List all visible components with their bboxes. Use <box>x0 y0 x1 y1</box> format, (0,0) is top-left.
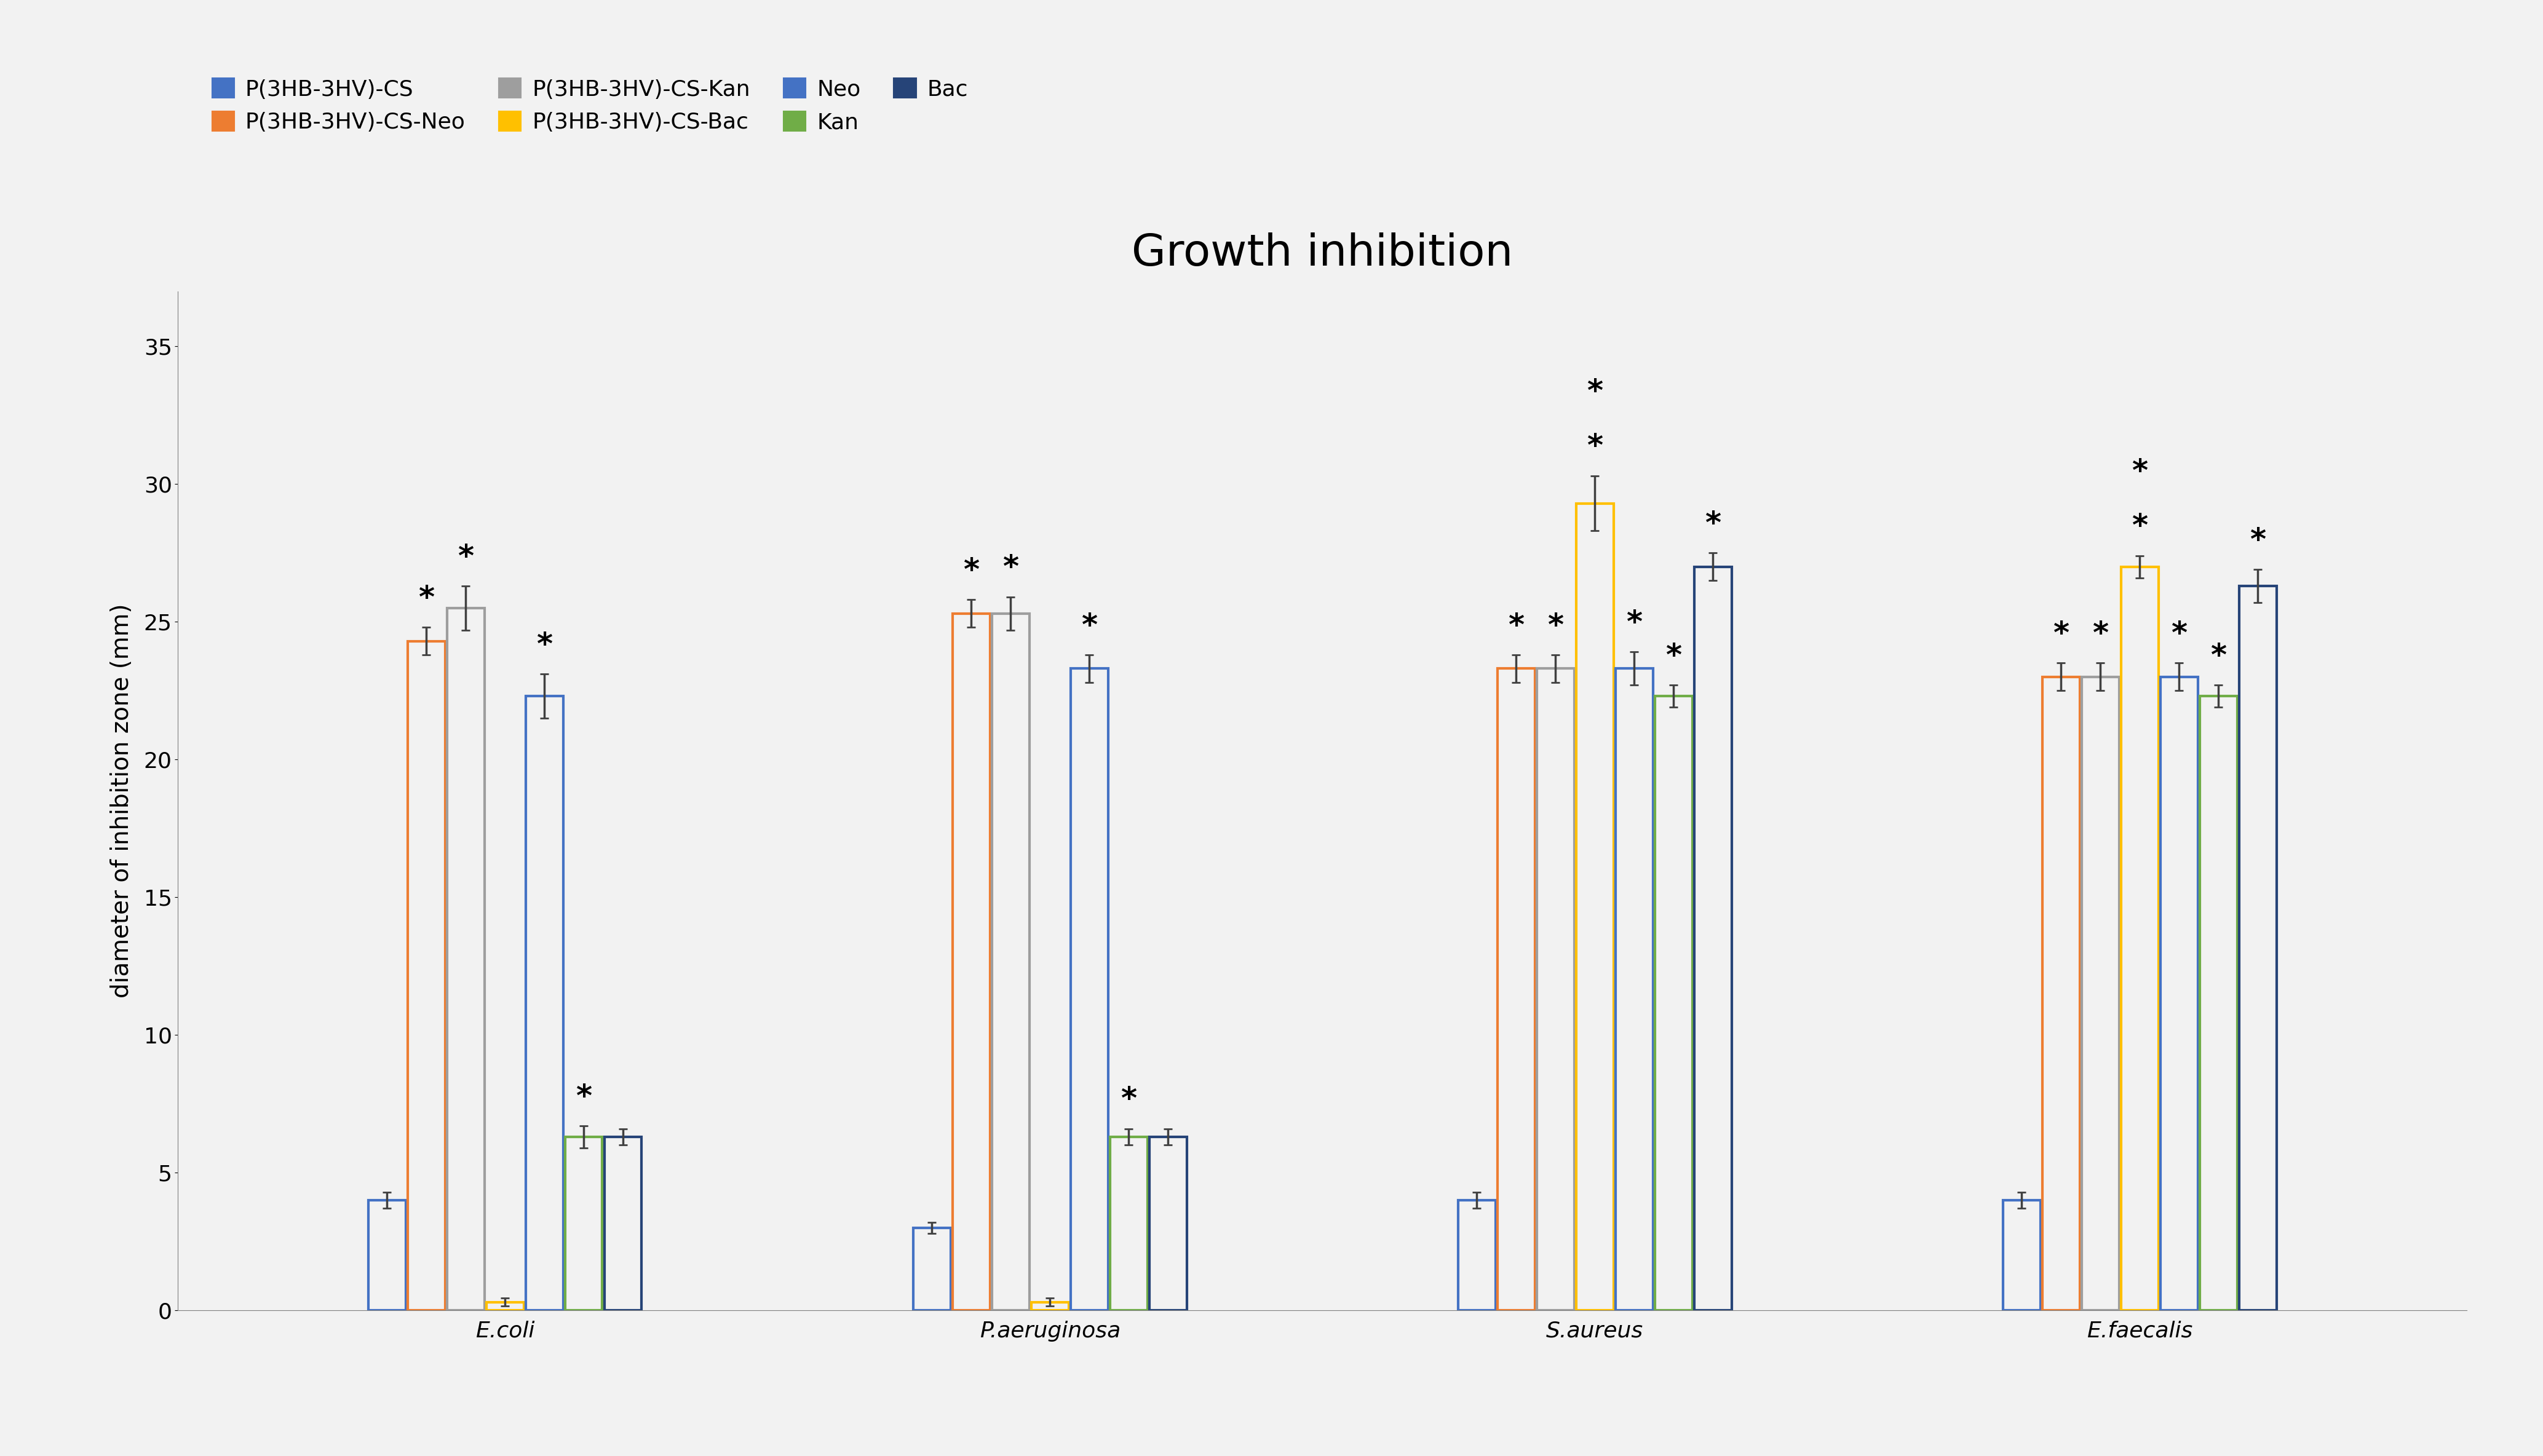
Bar <box>2238 585 2276 1310</box>
Bar <box>1577 504 1615 1310</box>
Legend: P(3HB-3HV)-CS, P(3HB-3HV)-CS-Neo, P(3HB-3HV)-CS-Kan, P(3HB-3HV)-CS-Bac, Neo, Kan: P(3HB-3HV)-CS, P(3HB-3HV)-CS-Neo, P(3HB-… <box>211 79 969 132</box>
Bar <box>1109 1137 1147 1310</box>
Text: *: * <box>575 1083 593 1112</box>
Text: *: * <box>2251 526 2266 556</box>
Bar <box>2004 1200 2039 1310</box>
Bar <box>2200 696 2238 1310</box>
Text: *: * <box>1625 609 1643 638</box>
Bar <box>2121 566 2159 1310</box>
Text: *: * <box>1121 1085 1137 1115</box>
Bar <box>913 1227 951 1310</box>
Bar <box>407 641 445 1310</box>
Text: *: * <box>1587 432 1602 462</box>
Bar <box>954 613 989 1310</box>
Bar <box>1071 668 1109 1310</box>
Text: *: * <box>417 584 435 613</box>
Text: *: * <box>2172 620 2187 649</box>
Text: *: * <box>1666 642 1681 671</box>
Text: *: * <box>2131 457 2149 486</box>
Text: *: * <box>2131 513 2149 542</box>
Bar <box>1030 1302 1068 1310</box>
Y-axis label: diameter of inhibition zone (mm): diameter of inhibition zone (mm) <box>109 604 132 997</box>
Text: *: * <box>1081 612 1096 641</box>
Text: *: * <box>2052 620 2070 649</box>
Text: *: * <box>2210 642 2228 671</box>
Bar <box>1149 1137 1188 1310</box>
Text: *: * <box>1549 612 1564 641</box>
Bar <box>565 1137 603 1310</box>
Text: *: * <box>1508 612 1523 641</box>
Bar <box>2042 677 2080 1310</box>
Bar <box>1694 566 1732 1310</box>
Bar <box>1457 1200 1495 1310</box>
Bar <box>1498 668 1536 1310</box>
Text: *: * <box>1704 510 1722 539</box>
Text: *: * <box>2093 620 2108 649</box>
Bar <box>1655 696 1691 1310</box>
Text: *: * <box>1587 377 1602 406</box>
Bar <box>369 1200 407 1310</box>
Bar <box>526 696 562 1310</box>
Text: *: * <box>458 543 473 572</box>
Bar <box>1536 668 1574 1310</box>
Bar <box>605 1137 641 1310</box>
Bar <box>448 609 483 1310</box>
Text: *: * <box>537 630 552 661</box>
Bar <box>992 613 1030 1310</box>
Bar <box>1615 668 1653 1310</box>
Bar <box>2162 677 2197 1310</box>
Text: *: * <box>964 556 979 585</box>
Title: Growth inhibition: Growth inhibition <box>1132 233 1513 275</box>
Text: *: * <box>1002 553 1020 584</box>
Bar <box>2083 677 2118 1310</box>
Bar <box>486 1302 524 1310</box>
